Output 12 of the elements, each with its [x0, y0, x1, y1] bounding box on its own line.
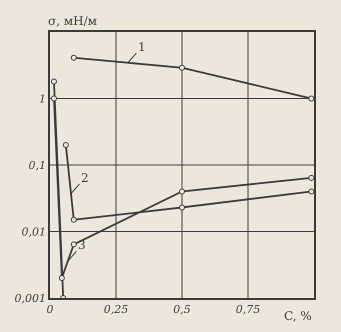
y-tick-label: 0,001 — [14, 292, 46, 305]
x-tick-label: 0,5 — [173, 302, 191, 316]
y-tick-label: 0,1 — [28, 158, 46, 172]
series-label: 2 — [81, 171, 89, 185]
x-tick-label: 0,25 — [104, 302, 128, 316]
x-axis-title: C, % — [284, 309, 312, 323]
y-tick-label: 1 — [39, 92, 46, 106]
y-tick-label: 0,01 — [22, 225, 46, 238]
x-tick-label: 0,75 — [236, 302, 260, 316]
series-label: 1 — [138, 40, 146, 54]
y-axis-title: σ, мН/м — [48, 14, 97, 28]
x-tick-label: 0 — [46, 302, 54, 316]
